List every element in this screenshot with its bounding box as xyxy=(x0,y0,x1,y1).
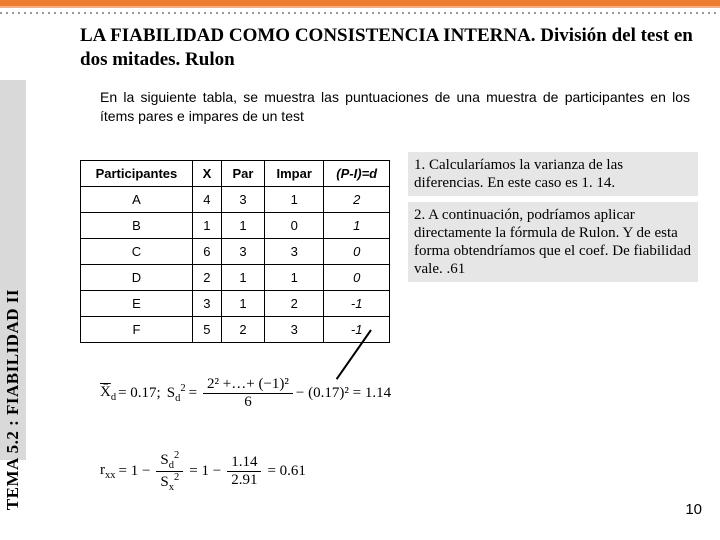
intro-paragraph: En la siguiente tabla, se muestra las pu… xyxy=(100,88,690,126)
note-1: 1. Calcularíamos la varianza de las dife… xyxy=(408,152,698,196)
sidebar-label: TEMA 5.2 : FIABILIDAD II xyxy=(0,80,26,520)
table-cell: 2 xyxy=(324,187,390,213)
page-number: 10 xyxy=(685,501,702,518)
col-header: X xyxy=(192,161,221,187)
page-title: LA FIABILIDAD COMO CONSISTENCIA INTERNA.… xyxy=(80,24,700,72)
table-cell: 2 xyxy=(192,265,221,291)
col-header: (P-I)=d xyxy=(324,161,390,187)
f1-fraction: 2² +…+ (−1)² 6 xyxy=(203,376,293,411)
table-cell: 0 xyxy=(324,265,390,291)
f1-eq1: = 0.17; xyxy=(118,385,161,402)
table-cell: 5 xyxy=(192,317,221,343)
notes-panel: 1. Calcularíamos la varianza de las dife… xyxy=(408,152,698,288)
table-row: B1101 xyxy=(81,213,390,239)
table-cell: 3 xyxy=(221,187,264,213)
table-row: E312-1 xyxy=(81,291,390,317)
table-cell: 2 xyxy=(265,291,324,317)
table-cell: E xyxy=(81,291,193,317)
f1-xbar: X̄ xyxy=(100,384,111,400)
table-cell: 6 xyxy=(192,239,221,265)
table-cell: -1 xyxy=(324,291,390,317)
table-cell: 0 xyxy=(324,239,390,265)
table-cell: 0 xyxy=(265,213,324,239)
table-cell: F xyxy=(81,317,193,343)
table-cell: 1 xyxy=(221,265,264,291)
table-row: F523-1 xyxy=(81,317,390,343)
formula-variance: X̄d = 0.17; Sd2 = 2² +…+ (−1)² 6 − (0.17… xyxy=(100,376,600,411)
table-row: A4312 xyxy=(81,187,390,213)
table-cell: 1 xyxy=(221,291,264,317)
table-cell: 2 xyxy=(221,317,264,343)
note-2: 2. A continuación, podríamos aplicar dir… xyxy=(408,202,698,282)
data-table: ParticipantesXParImpar(P-I)=d A4312B1101… xyxy=(80,160,390,343)
table-cell: D xyxy=(81,265,193,291)
sidebar-text: TEMA 5.2 : FIABILIDAD II xyxy=(3,289,23,510)
table-row: D2110 xyxy=(81,265,390,291)
col-header: Par xyxy=(221,161,264,187)
top-thin-stripe xyxy=(0,6,720,8)
col-header: Impar xyxy=(265,161,324,187)
table-cell: C xyxy=(81,239,193,265)
table-cell: 1 xyxy=(324,213,390,239)
table-cell: 1 xyxy=(265,265,324,291)
table-cell: 4 xyxy=(192,187,221,213)
top-dots xyxy=(0,12,720,14)
table-cell: 1 xyxy=(221,213,264,239)
table-cell: 3 xyxy=(192,291,221,317)
col-header: Participantes xyxy=(81,161,193,187)
table-cell: 3 xyxy=(221,239,264,265)
formula-rulon: rxx = 1 − Sd2 Sx2 = 1 − 1.14 2.91 = 0.61 xyxy=(100,450,306,493)
table-cell: 1 xyxy=(265,187,324,213)
table-cell: -1 xyxy=(324,317,390,343)
table-row: C6330 xyxy=(81,239,390,265)
table-cell: B xyxy=(81,213,193,239)
table-cell: 3 xyxy=(265,239,324,265)
table-cell: 1 xyxy=(192,213,221,239)
table-cell: A xyxy=(81,187,193,213)
table-cell: 3 xyxy=(265,317,324,343)
